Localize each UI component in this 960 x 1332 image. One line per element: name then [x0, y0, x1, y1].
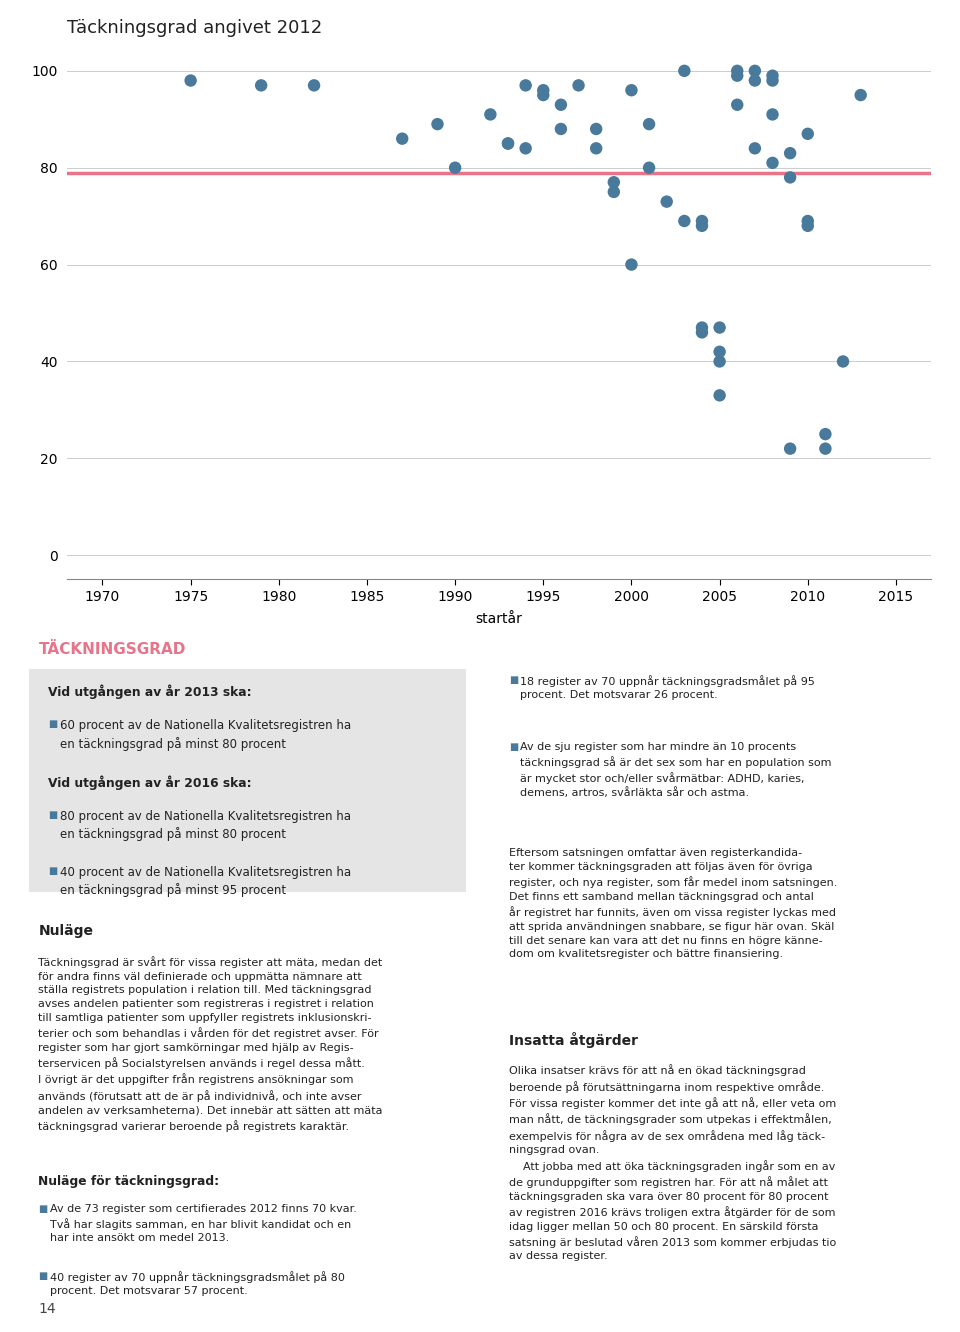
Point	[853, 84, 869, 105]
Point	[447, 157, 463, 178]
Point	[624, 254, 639, 276]
Text: ■: ■	[48, 810, 58, 821]
Text: 60 procent av de Nationella Kvalitetsregistren ha
en täckningsgrad på minst 80 p: 60 procent av de Nationella Kvalitetsreg…	[60, 719, 350, 751]
Point	[765, 65, 780, 87]
Point	[500, 133, 516, 155]
Text: Täckningsgrad är svårt för vissa register att mäta, medan det
för andra finns vä: Täckningsgrad är svårt för vissa registe…	[38, 956, 383, 1132]
Point	[782, 143, 798, 164]
Point	[588, 119, 604, 140]
Text: Eftersom satsningen omfattar även registerkandida-
ter kommer täckningsgraden at: Eftersom satsningen omfattar även regist…	[509, 848, 837, 959]
Point	[483, 104, 498, 125]
Text: 40 register av 70 uppnår täckningsgradsmålet på 80
procent. Det motsvarar 57 pro: 40 register av 70 uppnår täckningsgradsm…	[50, 1271, 345, 1296]
Point	[782, 166, 798, 188]
Text: 40 procent av de Nationella Kvalitetsregistren ha
en täckningsgrad på minst 95 p: 40 procent av de Nationella Kvalitetsreg…	[60, 866, 350, 898]
Point	[306, 75, 322, 96]
Text: ■: ■	[48, 866, 58, 876]
Text: ■: ■	[509, 742, 518, 753]
Point	[677, 210, 692, 232]
Text: Nuläge för täckningsgrad:: Nuläge för täckningsgrad:	[38, 1175, 220, 1188]
Point	[641, 157, 657, 178]
Point	[606, 181, 621, 202]
Point	[536, 84, 551, 105]
X-axis label: startår: startår	[476, 613, 522, 626]
Point	[747, 60, 762, 81]
Point	[694, 216, 709, 237]
Point	[588, 137, 604, 159]
Point	[765, 69, 780, 91]
Point	[765, 152, 780, 173]
Point	[694, 322, 709, 344]
Point	[730, 65, 745, 87]
Point	[818, 438, 833, 460]
Text: Insatta åtgärder: Insatta åtgärder	[509, 1032, 637, 1048]
Point	[818, 424, 833, 445]
Text: ■: ■	[48, 719, 58, 730]
Point	[395, 128, 410, 149]
Text: ■: ■	[38, 1204, 48, 1215]
Text: ■: ■	[38, 1271, 48, 1281]
Text: Nuläge: Nuläge	[38, 924, 93, 939]
Text: Olika insatser krävs för att nå en ökad täckningsgrad
beroende på förutsättninga: Olika insatser krävs för att nå en ökad …	[509, 1064, 836, 1261]
Point	[518, 75, 534, 96]
Point	[571, 75, 587, 96]
Point	[712, 341, 728, 362]
Point	[747, 137, 762, 159]
Point	[553, 119, 568, 140]
Point	[183, 69, 199, 91]
Point	[430, 113, 445, 135]
Point	[518, 137, 534, 159]
Point	[641, 113, 657, 135]
Point	[694, 317, 709, 338]
Point	[677, 60, 692, 81]
Text: 80 procent av de Nationella Kvalitetsregistren ha
en täckningsgrad på minst 80 p: 80 procent av de Nationella Kvalitetsreg…	[60, 810, 350, 842]
Point	[624, 80, 639, 101]
Text: ■: ■	[509, 675, 518, 686]
Point	[712, 350, 728, 372]
Point	[500, 133, 516, 155]
Point	[712, 317, 728, 338]
Text: Vid utgången av år 2016 ska:: Vid utgången av år 2016 ska:	[48, 775, 252, 790]
Point	[712, 385, 728, 406]
Text: Täckningsgrad angivet 2012: Täckningsgrad angivet 2012	[67, 19, 323, 37]
Point	[606, 172, 621, 193]
Point	[730, 60, 745, 81]
Point	[659, 190, 674, 212]
Text: Av de 73 register som certifierades 2012 finns 70 kvar.
Två har slagits samman, : Av de 73 register som certifierades 2012…	[50, 1204, 357, 1243]
Point	[747, 69, 762, 91]
Point	[536, 80, 551, 101]
Point	[835, 350, 851, 372]
Text: Av de sju register som har mindre än 10 procents
täckningsgrad så är det sex som: Av de sju register som har mindre än 10 …	[520, 742, 831, 798]
Point	[800, 210, 815, 232]
Point	[782, 438, 798, 460]
Point	[730, 95, 745, 116]
Point	[694, 210, 709, 232]
Text: 14: 14	[38, 1301, 56, 1316]
Point	[253, 75, 269, 96]
Point	[800, 123, 815, 144]
Point	[553, 95, 568, 116]
Point	[765, 104, 780, 125]
Point	[800, 216, 815, 237]
Text: 18 register av 70 uppnår täckningsgradsmålet på 95
procent. Det motsvarar 26 pro: 18 register av 70 uppnår täckningsgradsm…	[520, 675, 815, 701]
Text: TÄCKNINGSGRAD: TÄCKNINGSGRAD	[38, 642, 186, 657]
Text: Vid utgången av år 2013 ska:: Vid utgången av år 2013 ska:	[48, 685, 252, 699]
